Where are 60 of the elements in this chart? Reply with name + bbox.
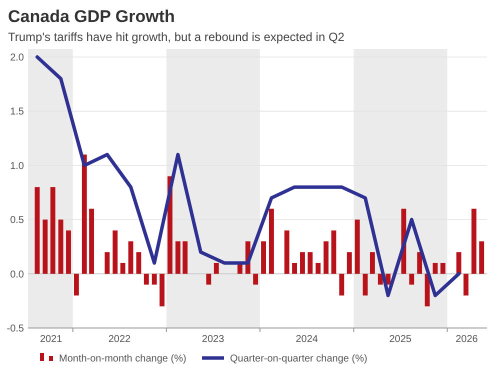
line-series	[35, 55, 461, 298]
bar	[253, 274, 258, 285]
x-tick-label: 2026	[456, 334, 478, 345]
bar	[339, 274, 344, 296]
bar	[160, 274, 164, 306]
bar	[58, 220, 64, 274]
bar	[300, 252, 305, 274]
bar	[128, 241, 134, 274]
bar	[74, 274, 79, 296]
y-tick-label: 1.0	[10, 160, 24, 172]
bar	[479, 241, 484, 274]
bar	[104, 252, 110, 274]
x-tick-label: 2022	[108, 334, 132, 345]
bar	[82, 154, 87, 274]
bar	[417, 252, 422, 274]
bar	[42, 220, 48, 274]
bar	[292, 262, 297, 274]
bar	[136, 252, 142, 274]
bar	[261, 241, 266, 274]
bar	[316, 262, 321, 274]
bar	[440, 262, 446, 274]
bar	[324, 241, 329, 274]
chart-title: Canada GDP Growth	[8, 7, 175, 26]
bar	[206, 274, 212, 285]
bar	[346, 252, 352, 274]
legend-label: Quarter-on-quarter change (%)	[230, 354, 368, 364]
y-tick-label: 0.0	[10, 269, 24, 280]
bar	[144, 274, 149, 285]
bar	[89, 208, 94, 274]
bar	[182, 241, 188, 274]
bar	[409, 274, 414, 285]
bar	[34, 187, 40, 274]
y-tick-label: 0.5	[10, 215, 24, 226]
legend-label: Month-on-month change (%)	[59, 354, 186, 364]
y-tick-label: 1.5	[10, 106, 24, 118]
bar	[331, 230, 336, 274]
bar	[370, 252, 375, 274]
bar	[112, 230, 118, 274]
x-tick-label: 2021	[40, 334, 63, 345]
bar	[269, 208, 274, 274]
x-tick-label: 2024	[296, 334, 318, 345]
bar	[432, 262, 438, 274]
bar	[464, 274, 468, 296]
bar	[175, 241, 180, 274]
bar	[471, 208, 476, 274]
bar	[120, 262, 126, 274]
x-tick-label: 2023	[202, 334, 225, 345]
chart-subtitle: Trump's tariffs have hit growth, but a rebound is expected in Q2	[8, 30, 345, 44]
x-tick-label: 2025	[389, 334, 412, 345]
y-tick-label: -0.5	[6, 324, 24, 334]
bar	[152, 274, 157, 285]
bar	[66, 230, 71, 274]
y-tick-label: 2.0	[10, 52, 24, 64]
bar	[214, 262, 219, 274]
bar	[362, 274, 368, 296]
bar	[284, 230, 290, 274]
bar	[456, 252, 462, 274]
bar	[50, 187, 56, 274]
bar	[354, 220, 360, 274]
bar	[308, 252, 313, 274]
